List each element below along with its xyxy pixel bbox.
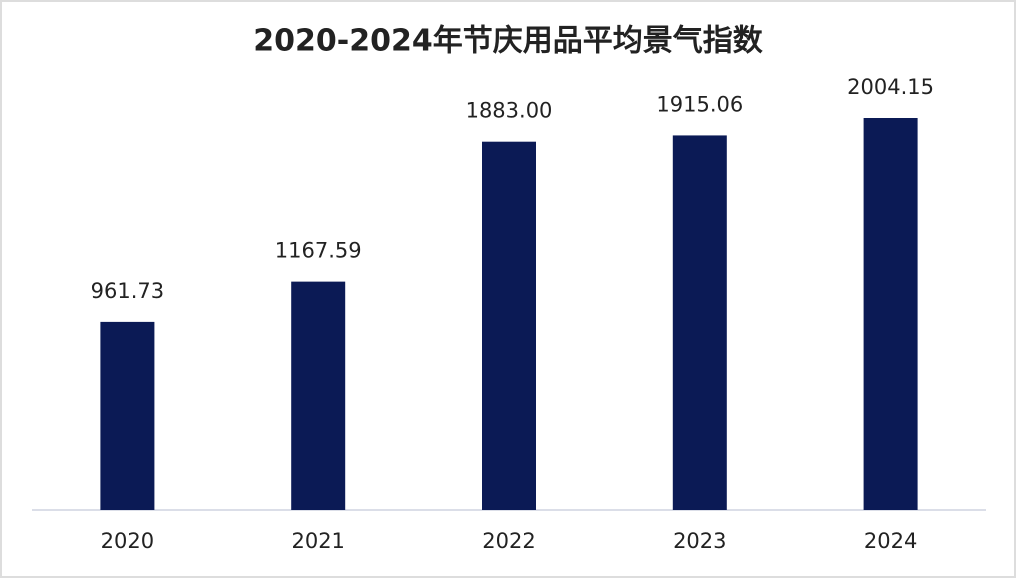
x-tick-label: 2021 xyxy=(291,529,344,553)
value-label: 1167.59 xyxy=(275,239,362,263)
bar xyxy=(291,281,346,510)
bar xyxy=(482,141,536,510)
bar xyxy=(100,321,155,510)
bar xyxy=(672,135,727,510)
value-label: 2004.15 xyxy=(847,75,934,99)
bar xyxy=(863,118,918,510)
x-tick-label: 2020 xyxy=(101,529,154,553)
value-label: 1883.00 xyxy=(466,99,553,123)
value-label: 961.73 xyxy=(91,279,164,303)
x-tick-label: 2022 xyxy=(482,529,535,553)
value-label: 1915.06 xyxy=(656,92,743,116)
x-tick-label: 2023 xyxy=(673,529,726,553)
chart-title: 2020-2024年节庆用品平均景气指数 xyxy=(253,24,763,59)
x-tick-label: 2024 xyxy=(864,529,917,553)
